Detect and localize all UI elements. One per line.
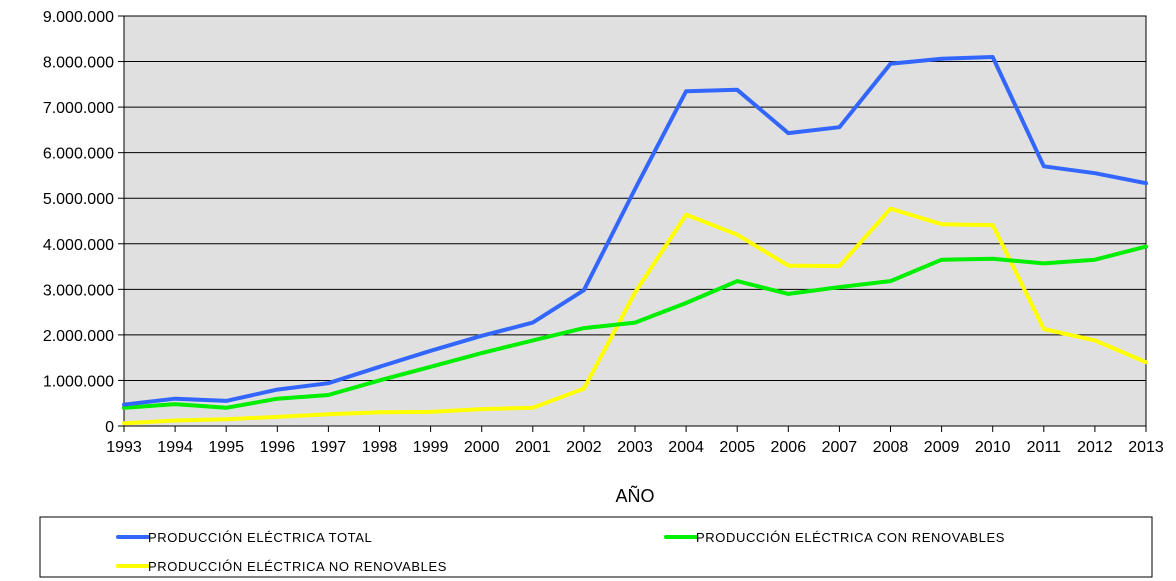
y-tick-label: 3.000.000	[43, 282, 114, 299]
x-axis-title: AÑO	[615, 485, 654, 506]
x-tick-label: 1998	[362, 439, 398, 456]
y-tick-label: 9.000.000	[43, 9, 114, 26]
x-tick-label: 2009	[924, 439, 960, 456]
y-tick-label: 8.000.000	[43, 55, 114, 72]
x-tick-label: 2001	[515, 439, 551, 456]
x-tick-label: 2003	[617, 439, 653, 456]
x-tick-label: 2010	[975, 439, 1011, 456]
y-axis-ticks: 0 1.000.000 2.000.000 3.000.000 4.000.000 5.0…	[43, 9, 124, 436]
plot-area	[123, 15, 1147, 427]
x-tick-label: 2008	[873, 439, 909, 456]
y-tick-label: 2.000.000	[43, 328, 114, 345]
x-tick-label: 2002	[566, 439, 602, 456]
x-tick-label: 1995	[208, 439, 244, 456]
x-axis-ticks: 1993 1994 1995 1996 1997 1998 1999 2000 2001 2002…	[106, 426, 1164, 456]
legend-label: PRODUCCIÓN ELÉCTRICA TOTAL	[148, 530, 372, 545]
y-tick-label: 5.000.000	[43, 191, 114, 208]
x-tick-label: 2007	[822, 439, 858, 456]
series-line-1	[122, 55, 1148, 407]
x-tick-label: 2005	[719, 439, 755, 456]
y-tick-label: 0	[105, 419, 114, 436]
y-tick-label: 7.000.000	[43, 100, 114, 117]
legend-label: PRODUCCIÓN ELÉCTRICA NO RENOVABLES	[148, 559, 447, 574]
x-tick-label: 1996	[260, 439, 296, 456]
legend-box	[39, 516, 1153, 578]
y-tick-label: 1.000.000	[43, 373, 114, 390]
series-lines	[122, 55, 1148, 426]
x-tick-label: 2006	[771, 439, 807, 456]
legend-label: PRODUCCIÓN ELÉCTRICA CON RENOVABLES	[696, 530, 1005, 545]
x-tick-label: 1999	[413, 439, 449, 456]
x-tick-label: 2013	[1128, 439, 1164, 456]
x-tick-label: 2012	[1077, 439, 1113, 456]
x-tick-label: 2000	[464, 439, 500, 456]
y-tick-label: 6.000.000	[43, 146, 114, 163]
legend: PRODUCCIÓN ELÉCTRICA TOTAL PRODUCCIÓN ELÉ…	[116, 530, 1005, 574]
x-tick-label: 2004	[668, 439, 704, 456]
y-tick-label: 4.000.000	[43, 237, 114, 254]
series-line-2	[122, 244, 1148, 410]
x-tick-label: 1994	[157, 439, 193, 456]
x-tick-label: 2011	[1027, 439, 1062, 456]
x-tick-label: 1997	[311, 439, 347, 456]
series-line-3	[122, 206, 1148, 426]
x-tick-label: 1993	[106, 439, 142, 456]
